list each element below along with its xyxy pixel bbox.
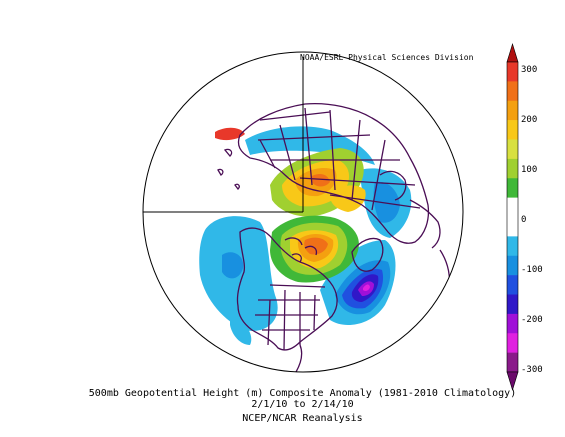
colorbar-segment	[507, 139, 518, 160]
colorbar-segment	[507, 62, 518, 82]
colorbar-segment	[507, 158, 518, 179]
colorbar	[506, 42, 519, 392]
caption-source: NCEP/NCAR Reanalysis	[242, 413, 363, 424]
caption-dates: 2/1/10 to 2/14/10	[251, 399, 354, 410]
colorbar-bottom-arrow	[506, 371, 519, 392]
colorbar-tick-label: 100	[521, 165, 538, 175]
caption-title: 500mb Geopotential Height (m) Composite …	[88, 388, 517, 399]
colorbar-segment	[507, 217, 518, 237]
colorbar-segment	[507, 294, 518, 315]
colorbar-segment	[507, 178, 518, 198]
colorbar-segment	[507, 100, 518, 121]
colorbar-segment	[507, 352, 518, 373]
colorbar-segment	[507, 255, 518, 276]
colorbar-segment	[507, 236, 518, 257]
anomaly-fill	[199, 126, 412, 345]
colorbar-tick-label: -200	[521, 315, 543, 325]
colorbar-segment	[507, 275, 518, 295]
colorbar-segment	[507, 81, 518, 102]
colorbar-segment	[507, 333, 518, 353]
colorbar-tick-label: 200	[521, 115, 538, 125]
colorbar-tick-label: 0	[521, 215, 527, 225]
colorbar-tick-label: -300	[521, 365, 543, 375]
colorbar-segment	[507, 197, 518, 218]
colorbar-segment	[507, 120, 518, 140]
colorbar-tick-label: -100	[521, 265, 543, 275]
colorbar-segment	[507, 313, 518, 334]
colorbar-tick-label: 300	[521, 65, 538, 75]
coastlines	[217, 102, 451, 372]
credit-text: NOAA/ESRL Physical Sciences Division	[300, 53, 474, 62]
colorbar-top-arrow	[506, 42, 519, 63]
